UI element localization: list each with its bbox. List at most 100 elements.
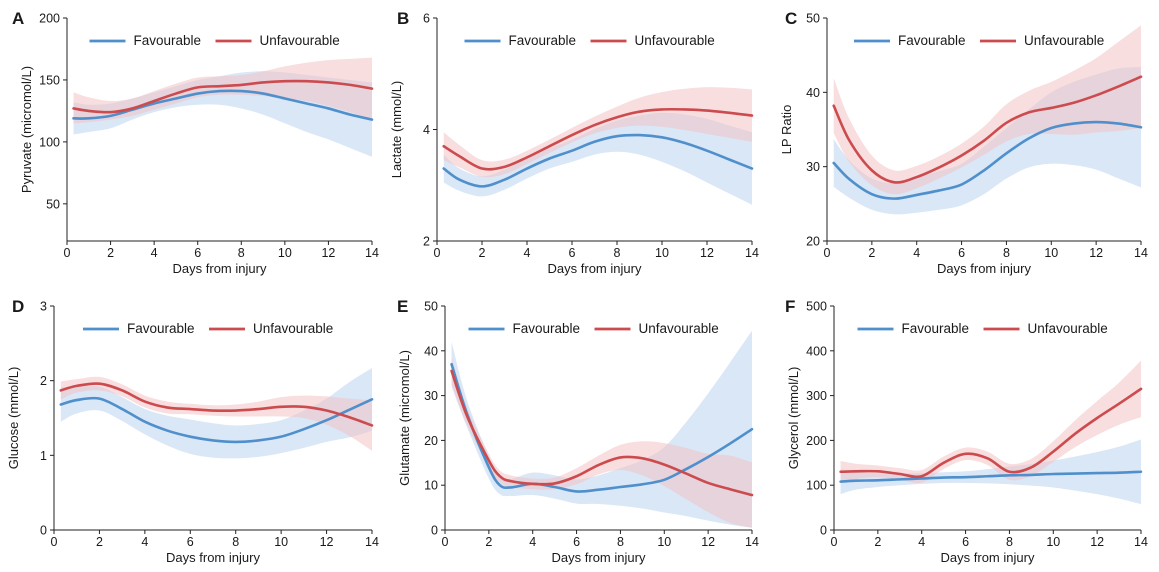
unfavourable-ci-band — [840, 360, 1141, 484]
x-tick-label: 0 — [64, 246, 71, 260]
x-tick-label: 8 — [1003, 246, 1010, 260]
x-tick-label: 4 — [918, 535, 925, 549]
y-tick-label: 30 — [424, 389, 438, 403]
x-tick-label: 10 — [1046, 535, 1060, 549]
x-axis-title: Days from injury — [173, 261, 267, 276]
panel-c: 0 2 4 6 8 10 12 14 20 30 40 50 Days from injury LP Ra… — [779, 9, 1148, 276]
x-tick-label: 6 — [958, 246, 965, 260]
x-tick-label: 4 — [151, 246, 158, 260]
x-tick-label: 12 — [320, 535, 334, 549]
y-tick-label: 0 — [820, 524, 827, 538]
favourable-line — [450, 362, 754, 493]
legend: Favourable Unfavourable — [83, 321, 333, 336]
x-tick-label: 0 — [51, 535, 58, 549]
x-tick-label: 6 — [573, 535, 580, 549]
y-tick-label: 50 — [424, 300, 438, 314]
x-tick-label: 8 — [617, 535, 624, 549]
x-tick-label: 0 — [442, 535, 449, 549]
x-tick-label: 14 — [1134, 535, 1148, 549]
x-tick-label: 14 — [745, 246, 759, 260]
x-tick-label: 6 — [187, 535, 194, 549]
favourable-line — [442, 133, 754, 188]
legend-favourable-label: Favourable — [134, 33, 202, 48]
x-tick-label: 8 — [238, 246, 245, 260]
x-tick-label: 10 — [274, 535, 288, 549]
unfavourable-line — [450, 369, 754, 497]
x-tick-label: 2 — [107, 246, 114, 260]
panel-letter: D — [12, 297, 24, 316]
x-tick-label: 12 — [700, 246, 714, 260]
x-axis-title: Days from injury — [166, 550, 260, 565]
y-tick-label: 0 — [431, 524, 438, 538]
favourable-line — [72, 89, 374, 121]
y-tick-label: 6 — [423, 12, 430, 26]
x-tick-label: 2 — [868, 246, 875, 260]
y-axis-title: Glutamate (micromol/L) — [397, 350, 412, 486]
x-tick-label: 4 — [141, 535, 148, 549]
panel-letter: E — [397, 297, 408, 316]
y-tick-label: 400 — [806, 344, 827, 358]
y-tick-label: 10 — [424, 479, 438, 493]
x-tick-label: 6 — [962, 535, 969, 549]
unfavourable-line — [832, 75, 1143, 184]
favourable-ci-band — [60, 367, 373, 459]
favourable-ci-band — [840, 439, 1141, 505]
y-tick-label: 100 — [39, 135, 60, 149]
x-tick-label: 12 — [1090, 535, 1104, 549]
x-tick-label: 10 — [278, 246, 292, 260]
y-tick-label: 1 — [40, 449, 47, 463]
x-tick-label: 0 — [824, 246, 831, 260]
y-tick-label: 3 — [40, 300, 47, 314]
x-tick-label: 2 — [485, 535, 492, 549]
legend: Favourable Unfavourable — [468, 321, 719, 336]
y-tick-label: 40 — [424, 344, 438, 358]
y-tick-label: 50 — [46, 197, 60, 211]
x-tick-label: 8 — [1006, 535, 1013, 549]
y-tick-label: 300 — [806, 389, 827, 403]
y-axis-title: Pyruvate (micromol/L) — [19, 66, 34, 193]
panel-e: 0 2 4 6 8 10 12 14 0 10 20 30 40 50 Days from injury Gl… — [397, 297, 759, 565]
panel-f: 0 2 4 6 8 10 12 14 0 100 200 300 400 500 Days from inj… — [785, 297, 1148, 565]
y-tick-label: 50 — [806, 12, 820, 26]
legend: Favourable Unfavourable — [89, 33, 340, 48]
y-tick-label: 30 — [806, 160, 820, 174]
x-tick-label: 12 — [1089, 246, 1103, 260]
x-tick-label: 4 — [913, 246, 920, 260]
legend-unfavourable-label: Unfavourable — [1024, 33, 1104, 48]
y-tick-label: 20 — [424, 434, 438, 448]
favourable-ci-band — [443, 112, 752, 205]
y-tick-label: 150 — [39, 73, 60, 87]
panel-a: 0 2 4 6 8 10 12 14 50 100 150 200 Days from injury Py… — [12, 9, 379, 276]
unfavourable-ci-band — [833, 25, 1141, 195]
x-axis-title: Days from injury — [552, 550, 646, 565]
legend-unfavourable-label: Unfavourable — [253, 321, 333, 336]
x-tick-label: 14 — [365, 246, 379, 260]
x-tick-label: 6 — [194, 246, 201, 260]
legend-favourable-label: Favourable — [513, 321, 581, 336]
y-tick-label: 0 — [40, 524, 47, 538]
x-tick-label: 12 — [321, 246, 335, 260]
legend-unfavourable-label: Unfavourable — [1028, 321, 1108, 336]
panel-letter: A — [12, 9, 24, 28]
x-tick-label: 8 — [614, 246, 621, 260]
x-tick-label: 10 — [1044, 246, 1058, 260]
y-axis-title: LP Ratio — [779, 105, 794, 155]
legend-favourable-label: Favourable — [902, 321, 970, 336]
legend: Favourable Unfavourable — [857, 321, 1108, 336]
x-tick-label: 12 — [701, 535, 715, 549]
legend-unfavourable-label: Unfavourable — [260, 33, 340, 48]
favourable-line — [832, 120, 1143, 200]
x-tick-label: 2 — [874, 535, 881, 549]
x-tick-label: 0 — [831, 535, 838, 549]
panel-letter: B — [397, 9, 409, 28]
y-tick-label: 200 — [39, 12, 60, 26]
x-axis-title: Days from injury — [548, 261, 642, 276]
y-tick-label: 200 — [806, 434, 827, 448]
unfavourable-line — [442, 107, 754, 171]
x-tick-label: 10 — [655, 246, 669, 260]
y-axis-title: Glycerol (mmol/L) — [786, 367, 801, 470]
x-tick-label: 6 — [569, 246, 576, 260]
